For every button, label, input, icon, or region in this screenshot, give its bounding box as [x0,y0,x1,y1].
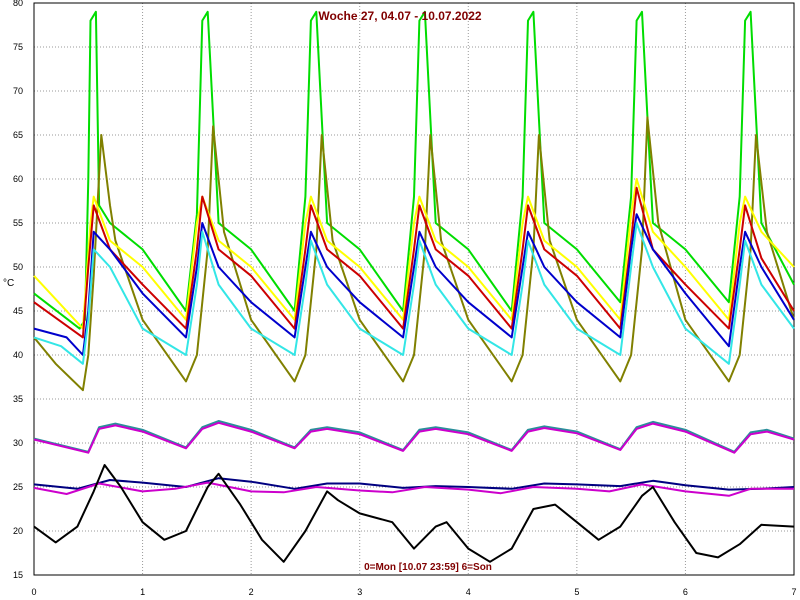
series-line-2 [33,116,795,392]
series-line-10 [33,481,794,497]
series-line-6 [33,222,795,365]
series-line-1 [33,10,795,330]
x-tick-label: 7 [791,587,796,597]
x-axis-ticks: 0 1 2 3 4 5 6 7 [31,587,796,597]
y-axis-ticks: 15 20 25 30 35 40 45 50 55 60 65 70 75 80 [13,0,23,580]
y-tick-label: 35 [13,394,23,404]
series-line-7 [33,420,795,453]
series-line-5 [33,213,795,356]
y-tick-label: 65 [13,130,23,140]
y-tick-label: 75 [13,42,23,52]
x-tick-label: 2 [249,587,254,597]
series-layer [33,10,795,563]
y-tick-label: 70 [13,86,23,96]
y-tick-label: 45 [13,306,23,316]
x-tick-label: 5 [574,587,579,597]
series-line-8 [33,421,795,454]
y-tick-label: 80 [13,0,23,8]
y-tick-label: 60 [13,174,23,184]
y-tick-label: 30 [13,438,23,448]
plot-area-border [33,2,795,576]
x-tick-label: 3 [357,587,362,597]
chart-footer: 0=Mon [10.07 23:59] 6=Son [364,562,492,573]
x-tick-label: 4 [466,587,471,597]
y-tick-label: 15 [13,570,23,580]
series-line-11 [33,464,795,563]
y-tick-label: 20 [13,526,23,536]
y-tick-label: 25 [13,482,23,492]
chart-title: Woche 27, 04.07 - 10.07.2022 [318,9,482,23]
x-tick-label: 6 [683,587,688,597]
y-tick-label: 50 [13,262,23,272]
plot-frame [33,2,795,576]
y-tick-label: 40 [13,350,23,360]
y-axis-label: °C [3,278,15,289]
series-line-3 [33,178,795,330]
x-tick-label: 0 [31,587,36,597]
x-tick-label: 1 [140,587,145,597]
y-tick-label: 55 [13,218,23,228]
